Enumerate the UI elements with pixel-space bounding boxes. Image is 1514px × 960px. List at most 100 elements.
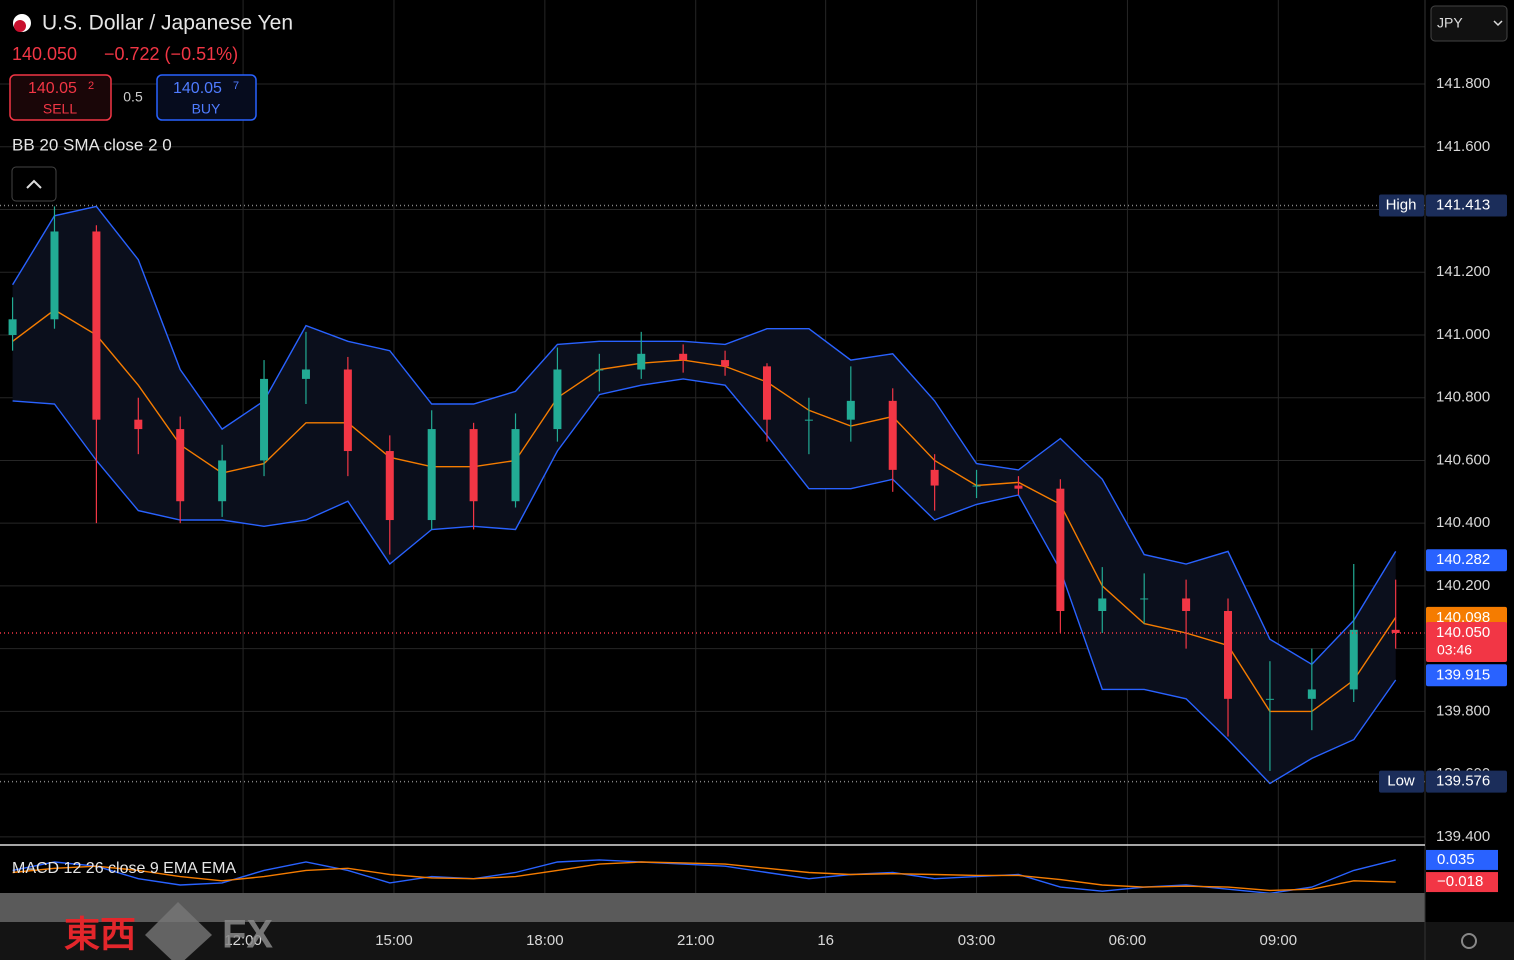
candle-body <box>92 231 101 420</box>
candle-body <box>301 369 310 379</box>
candle-body <box>972 485 981 487</box>
candle-body <box>260 378 269 461</box>
macd-value-box <box>1426 872 1498 893</box>
band-fill <box>12 206 1396 784</box>
price-tag: High <box>1386 196 1417 213</box>
candle-body <box>343 369 352 452</box>
price-label-box <box>1426 770 1507 793</box>
x-tick-label: 12:00 <box>224 932 262 949</box>
macd-value-box <box>1426 849 1498 870</box>
candle-body <box>637 353 646 370</box>
price-label: 139.915 <box>1436 666 1490 683</box>
candle-body <box>1098 598 1107 612</box>
buy-pip: 7 <box>233 80 239 92</box>
y-tick-label: 140.800 <box>1436 389 1490 406</box>
candle-body <box>804 419 813 421</box>
candle-body <box>595 369 604 371</box>
settings-icon[interactable] <box>1461 933 1477 949</box>
candle-body <box>1182 598 1191 612</box>
candle-body <box>385 451 394 521</box>
candle-body <box>469 429 478 502</box>
price-label-box <box>1426 194 1507 217</box>
candle-body <box>50 231 59 320</box>
candle-body <box>8 319 17 335</box>
candle-body <box>1224 611 1233 699</box>
candle-body <box>1307 689 1316 699</box>
indicator-label: BB 20 SMA close 2 0 <box>12 135 172 154</box>
y-tick-label: 139.800 <box>1436 702 1490 719</box>
sell-button[interactable] <box>9 74 112 121</box>
buy-label: BUY <box>192 101 221 117</box>
x-tick-label: 15:00 <box>375 932 413 949</box>
price-tag-box <box>1379 194 1424 217</box>
candle-body <box>1140 598 1149 600</box>
sell-pip: 2 <box>88 80 94 92</box>
currency-select[interactable] <box>1430 5 1508 42</box>
y-tick-label: 140.400 <box>1436 514 1490 531</box>
last-price: 140.050 <box>12 44 77 64</box>
watermark-text: 東西 <box>64 914 136 955</box>
candle-body <box>134 419 143 430</box>
candle-body <box>930 469 939 486</box>
candle-body <box>888 400 897 470</box>
price-label-box <box>1426 621 1507 662</box>
price-label-box <box>1426 549 1507 572</box>
price-label: 140.098 <box>1436 609 1490 626</box>
candle-body <box>679 353 688 361</box>
price-label-time: 03:46 <box>1437 642 1472 658</box>
axis-shade <box>0 893 1425 922</box>
macd-value: 0.035 <box>1437 851 1475 868</box>
candle-body <box>218 460 227 502</box>
spread: 0.5 <box>123 89 143 105</box>
y-tick-label: 140.200 <box>1436 577 1490 594</box>
candle-body <box>511 429 520 502</box>
x-tick-label: 18:00 <box>526 932 564 949</box>
macd-label: MACD 12 26 close 9 EMA EMA <box>12 860 236 877</box>
macd-line <box>12 861 1396 892</box>
flag-icon <box>14 20 26 32</box>
price-label-box <box>1426 664 1507 687</box>
y-tick-label: 140.600 <box>1436 451 1490 468</box>
price-label: 140.050 <box>1436 624 1490 641</box>
price-label: 141.413 <box>1436 196 1490 213</box>
y-tick-label: 141.200 <box>1436 263 1490 280</box>
symbol-title: U.S. Dollar / Japanese Yen <box>42 12 293 35</box>
watermark-brand: FX <box>222 913 273 957</box>
x-tick-label: 03:00 <box>958 932 996 949</box>
band-upper <box>12 205 1397 666</box>
price-label: 140.282 <box>1436 551 1490 568</box>
price-label: 139.576 <box>1436 773 1490 790</box>
buy-price: 140.05 <box>173 80 222 97</box>
band-lower <box>12 378 1397 785</box>
y-tick-label: 141.600 <box>1436 138 1490 155</box>
candle-body <box>1349 629 1358 690</box>
candle-body <box>1265 698 1274 700</box>
collapse-icon <box>26 179 42 189</box>
x-tick-label: 21:00 <box>677 932 715 949</box>
y-tick-label: 141.800 <box>1436 75 1490 92</box>
macd-value: −0.018 <box>1437 873 1483 890</box>
x-tick-label: 06:00 <box>1109 932 1147 949</box>
x-tick-label: 09:00 <box>1260 932 1298 949</box>
candle-body <box>553 369 562 430</box>
candle-body <box>846 400 855 420</box>
watermark-logo <box>145 902 212 960</box>
y-tick-label: 141.000 <box>1436 326 1490 343</box>
candle-body <box>1391 629 1400 633</box>
buy-button[interactable] <box>156 74 257 121</box>
dropdown-icon <box>1493 20 1503 27</box>
x-tick-label: 16 <box>817 932 834 949</box>
band-middle <box>12 309 1397 713</box>
candle-body <box>721 360 730 367</box>
candle-body <box>427 429 436 521</box>
sell-price: 140.05 <box>28 80 77 97</box>
candle-body <box>1014 485 1023 489</box>
price-tag-box <box>1379 770 1424 793</box>
sell-label: SELL <box>43 101 77 117</box>
candle-body <box>762 366 771 420</box>
candle-body <box>176 429 185 502</box>
y-tick-label: 139.400 <box>1436 828 1490 845</box>
price-tag: Low <box>1387 773 1415 790</box>
collapse-button[interactable] <box>11 166 57 202</box>
